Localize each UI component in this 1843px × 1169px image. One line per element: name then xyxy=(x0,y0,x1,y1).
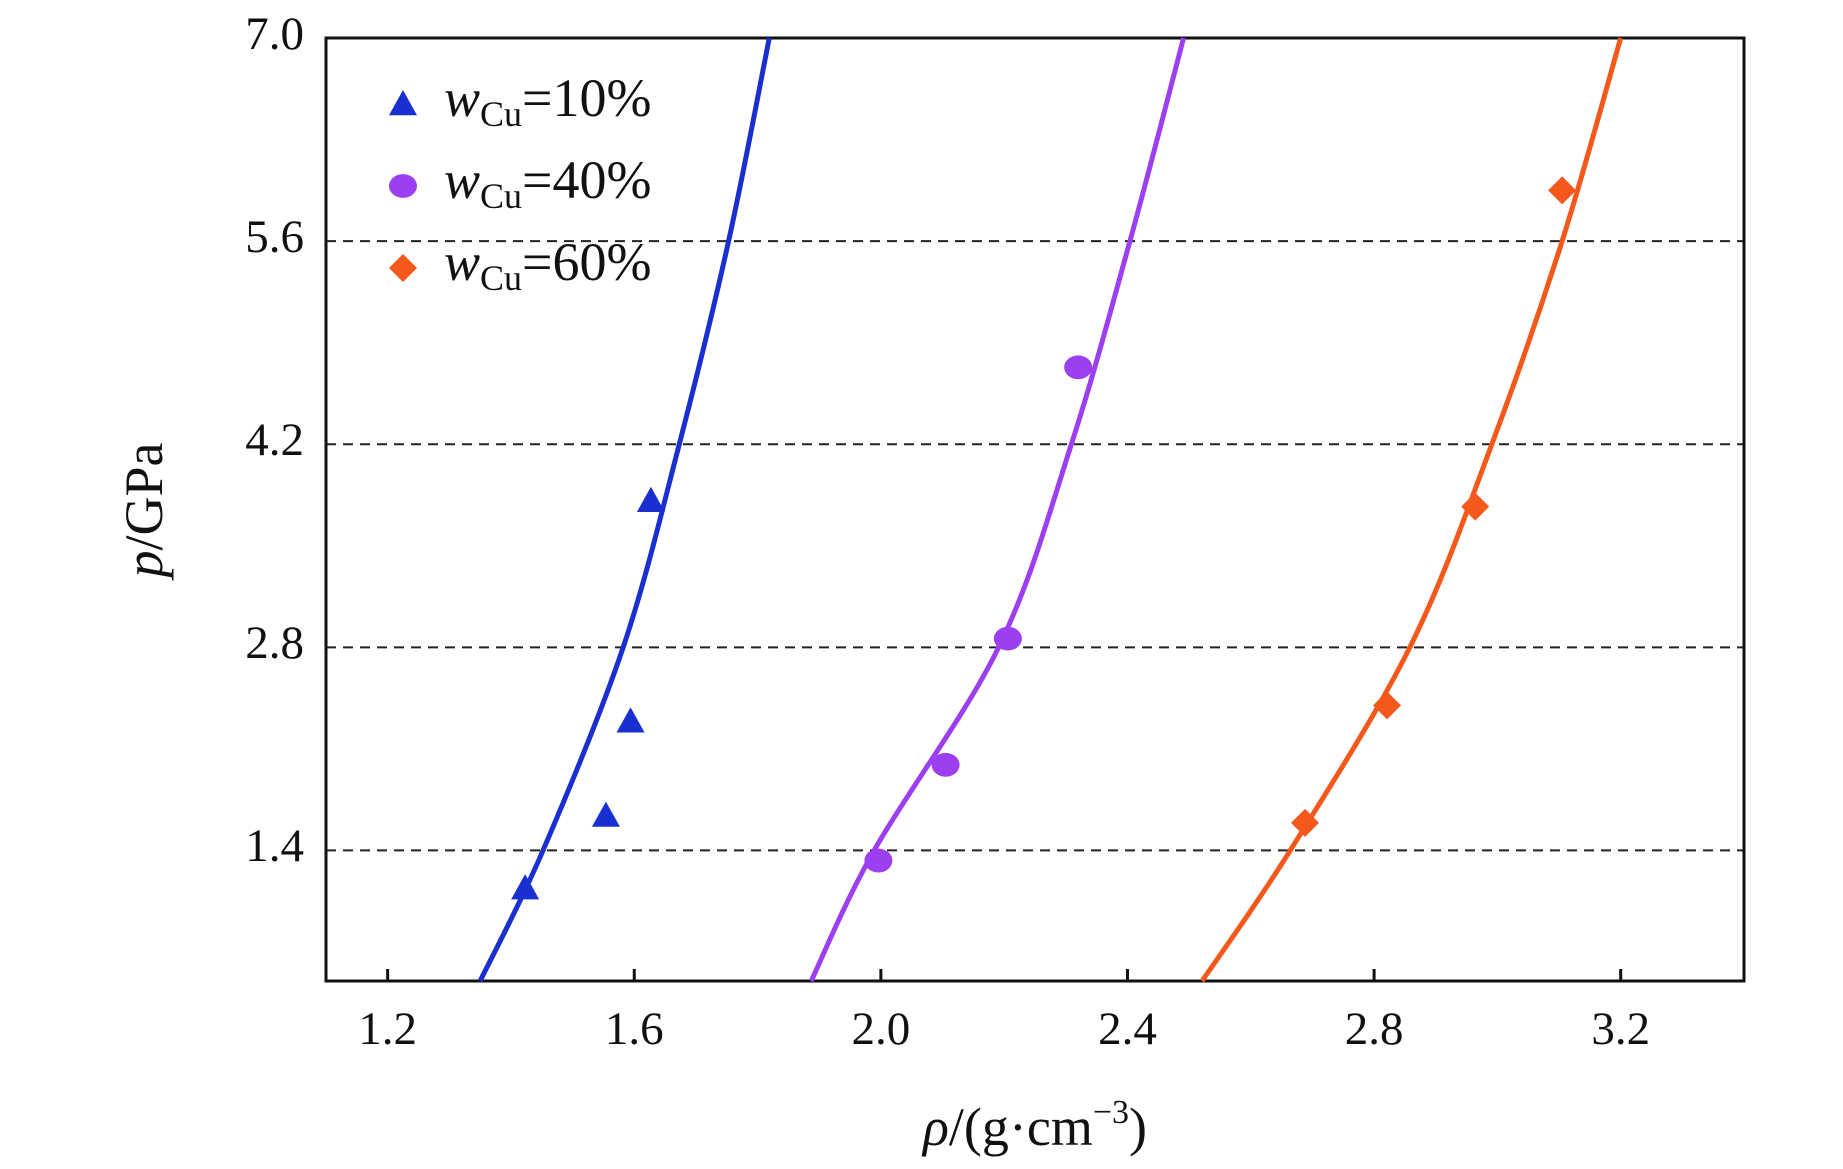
marker xyxy=(1461,492,1490,521)
marker xyxy=(1064,355,1093,380)
marker xyxy=(591,801,620,827)
legend-marker xyxy=(389,174,417,198)
marker xyxy=(993,626,1022,651)
y-tick-label: 1.4 xyxy=(245,820,304,872)
marker xyxy=(511,874,540,900)
y-tick-label: 4.2 xyxy=(245,414,304,466)
plot-frame xyxy=(324,36,1746,983)
legend-label: wCu=40% xyxy=(444,150,651,216)
marker xyxy=(1548,176,1577,205)
fit-line xyxy=(1200,37,1624,983)
marker xyxy=(1291,808,1320,837)
marker xyxy=(636,486,665,512)
legend-marker xyxy=(389,254,417,282)
x-tick-label: 1.2 xyxy=(358,1003,417,1055)
legend-marker xyxy=(389,90,417,116)
marker xyxy=(1373,691,1402,720)
marker xyxy=(616,707,645,733)
y-tick-label: 5.6 xyxy=(245,211,304,263)
x-tick-label: 2.8 xyxy=(1345,1003,1404,1055)
y-tick-label: 2.8 xyxy=(245,617,304,669)
x-tick-label: 2.0 xyxy=(851,1003,910,1055)
marker xyxy=(864,848,893,873)
marker xyxy=(931,752,960,777)
x-tick-label: 2.4 xyxy=(1098,1003,1157,1055)
y-axis-label: p/GPa xyxy=(114,442,174,581)
x-tick-label: 1.6 xyxy=(605,1003,664,1055)
fit-line xyxy=(477,37,772,983)
x-tick-label: 3.2 xyxy=(1591,1003,1650,1055)
y-tick-label: 7.0 xyxy=(245,8,304,60)
legend-label: wCu=10% xyxy=(444,68,651,134)
fit-line xyxy=(808,37,1186,983)
legend-label: wCu=60% xyxy=(444,232,651,298)
x-axis-label: ρ/(g·cm−3) xyxy=(921,1094,1147,1158)
